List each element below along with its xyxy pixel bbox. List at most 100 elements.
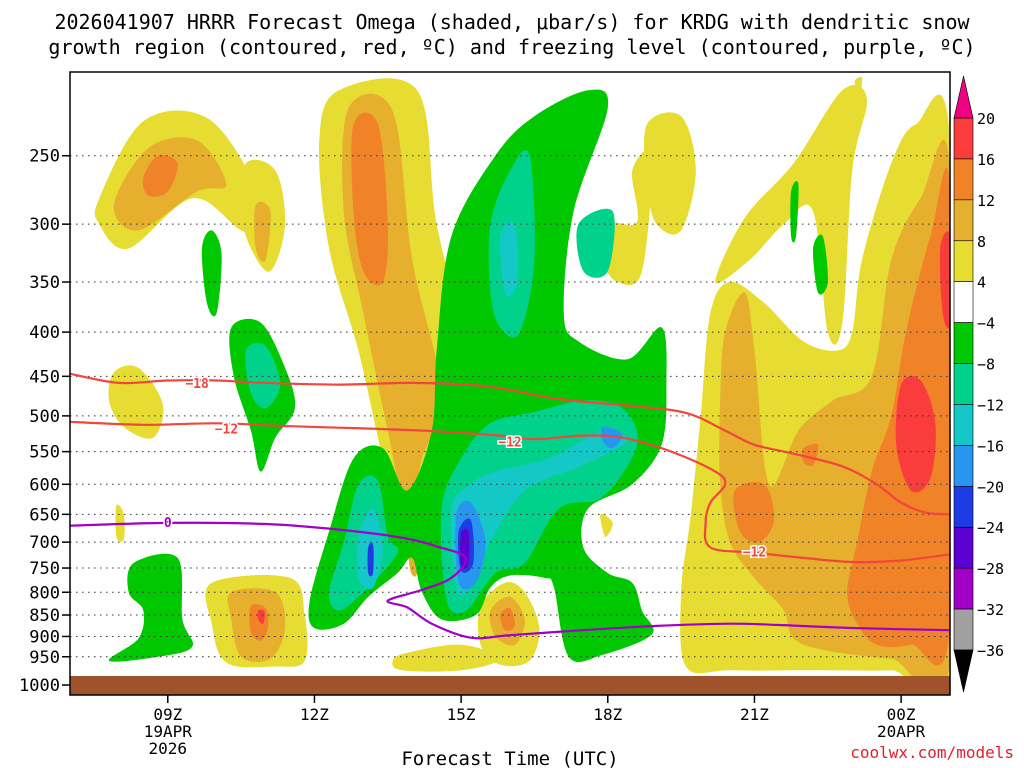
- contour-line--18: [70, 372, 950, 516]
- colorbar-label-10: −24: [977, 519, 1004, 537]
- colorbar-bin-7: [953, 404, 974, 446]
- omega-region-downward-30: [854, 76, 863, 94]
- contour-label-3: −12: [743, 546, 766, 561]
- omega-shading: [94, 76, 950, 676]
- omega-region-downward-26: [733, 481, 775, 543]
- y-tick-label-300: 300: [29, 215, 60, 235]
- y-tick-label-1000: 1000: [19, 676, 60, 696]
- colorbar-label-9: −20: [977, 478, 1004, 496]
- title-line-1: 2026041907 HRRR Forecast Omega (shaded, …: [54, 10, 970, 34]
- contour-labels: −18 −12 −12 −12 0: [162, 375, 767, 562]
- colorbar-bottom-arrow: [953, 649, 974, 693]
- contour-label-1: −12: [215, 422, 238, 437]
- colorbar-bin-1: [953, 158, 974, 201]
- y-tick-label-950: 950: [29, 648, 60, 668]
- omega-region-upward-33: [245, 342, 281, 409]
- omega-region-downward-29: [939, 231, 950, 329]
- title-line-2: growth region (contoured, red, ºC) and f…: [48, 35, 975, 59]
- colorbar-label-3: 8: [977, 233, 986, 251]
- omega-region-upward-41: [576, 208, 615, 278]
- colorbar-bin-2: [953, 199, 974, 242]
- omega-region-downward-19: [600, 513, 613, 537]
- x-tick-label-00Z: 00Z: [887, 705, 916, 724]
- colorbar-bin-3: [953, 240, 974, 282]
- omega-region-upward-35: [308, 89, 667, 663]
- x-tick-date-09Z: 19APR: [144, 722, 193, 741]
- omega-region-downward-20: [602, 149, 653, 286]
- omega-region-upward-34: [108, 553, 194, 662]
- colorbar-bin-8: [953, 445, 974, 487]
- colorbar-label-2: 12: [977, 192, 995, 210]
- omega-region-upward-47: [367, 542, 374, 577]
- y-tick-label-500: 500: [29, 407, 60, 427]
- x-tick-date-00Z: 20APR: [877, 722, 926, 741]
- contour-label-2: −12: [498, 435, 521, 450]
- colorbar-label-4: 4: [977, 274, 986, 292]
- x-tick-label-15Z: 15Z: [447, 705, 476, 724]
- colorbar-label-8: −16: [977, 437, 1004, 455]
- y-tick-label-350: 350: [29, 273, 60, 293]
- omega-region-upward-31: [201, 230, 222, 317]
- y-tick-label-550: 550: [29, 443, 60, 463]
- omega-region-downward-28: [895, 376, 936, 493]
- pressure-gridlines: [70, 155, 950, 658]
- y-tick-label-650: 650: [29, 505, 60, 525]
- colorbar-label-13: −36: [977, 642, 1004, 660]
- y-tick-label-800: 800: [29, 583, 60, 603]
- x-tick-year-09Z: 2026: [149, 739, 188, 758]
- omega-region-downward-13: [249, 604, 269, 641]
- omega-region-downward-21: [643, 112, 696, 235]
- ground-strip: [70, 676, 950, 695]
- colorbar-label-1: 16: [977, 151, 995, 169]
- colorbar-bin-9: [953, 486, 974, 528]
- temperature-contours: [70, 372, 950, 640]
- omega-region-downward-2: [142, 154, 178, 197]
- colorbar-bin-5: [953, 322, 974, 364]
- y-tick-label-450: 450: [29, 367, 60, 387]
- contour-line--12: [70, 420, 950, 564]
- omega-region-downward-7: [351, 112, 388, 286]
- y-tick-label-750: 750: [29, 559, 60, 579]
- y-tick-label-250: 250: [29, 147, 60, 167]
- plot-frame: [69, 71, 951, 696]
- x-tick-label-12Z: 12Z: [300, 705, 329, 724]
- colorbar-bin-0: [953, 117, 974, 160]
- colorbar-bin-10: [953, 526, 974, 569]
- colorbar-bin-11: [953, 567, 974, 610]
- contour-label-0: −18: [185, 377, 209, 392]
- colorbar-bin-6: [953, 363, 974, 405]
- contour-label-4: 0: [164, 516, 172, 531]
- colorbar-label-5: −4: [977, 315, 995, 333]
- x-axis-label: Forecast Time (UTC): [401, 748, 618, 768]
- colorbar-label-12: −32: [977, 601, 1004, 619]
- omega-region-upward-44: [601, 426, 623, 449]
- y-tick-label-850: 850: [29, 606, 60, 626]
- colorbar-label-7: −12: [977, 396, 1004, 414]
- pressure-axis: 2503003504004505005506006507007508008509…: [19, 147, 70, 696]
- contour-line-0: [70, 521, 950, 640]
- omega-region-upward-48: [790, 181, 799, 243]
- omega-region-downward-27: [801, 443, 819, 467]
- omega-region-upward-49: [812, 234, 828, 295]
- x-tick-label-18Z: 18Z: [593, 705, 622, 724]
- y-tick-label-400: 400: [29, 323, 60, 343]
- colorbar: 20 16 12 8 4 −4 −8 −12 −16 −20 −24 −28 −32 −36: [953, 75, 1004, 693]
- colorbar-label-6: −8: [977, 356, 995, 374]
- omega-region-downward-4: [254, 201, 271, 263]
- colorbar-label-0: 20: [977, 110, 995, 128]
- y-tick-label-700: 700: [29, 533, 60, 553]
- colorbar-label-11: −28: [977, 560, 1004, 578]
- colorbar-top-arrow: [953, 75, 974, 119]
- y-tick-label-900: 900: [29, 627, 60, 647]
- colorbar-bin-12: [953, 608, 974, 651]
- y-tick-label-600: 600: [29, 475, 60, 495]
- omega-region-downward-14: [257, 609, 265, 624]
- omega-region-upward-40: [499, 221, 519, 296]
- x-tick-label-21Z: 21Z: [740, 705, 769, 724]
- omega-region-downward-15: [392, 644, 501, 672]
- colorbar-bin-4: [953, 281, 974, 323]
- x-tick-label-09Z: 09Z: [153, 705, 182, 724]
- omega-region-downward-18: [500, 607, 516, 631]
